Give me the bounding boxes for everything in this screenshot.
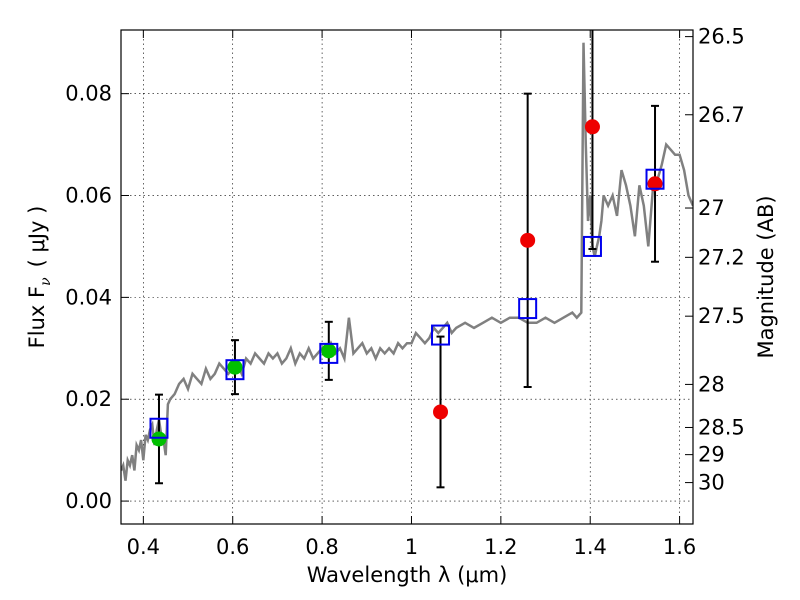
observed-points <box>151 119 663 447</box>
y2-axis: 26.5 26.7 27 27.2 27.5 28 28.5 29 30 <box>685 25 745 495</box>
x-tick-label: 1.6 <box>663 535 696 559</box>
y-tick-label: 0.04 <box>65 285 112 309</box>
model-points <box>149 168 665 439</box>
y2-tick-label: 28.5 <box>698 415 745 439</box>
y2-tick-label: 27 <box>698 196 725 220</box>
observed-point-red <box>584 119 600 135</box>
y2-tick-label: 27.2 <box>698 245 745 269</box>
x-tick-label: 1 <box>405 535 418 559</box>
x-tick-label: 0.4 <box>127 535 160 559</box>
model-point-square <box>319 342 339 364</box>
y-axis-title-unit: ( μJy ) <box>25 206 49 268</box>
x-axis-title: Wavelength λ (μm) <box>307 563 508 587</box>
model-point-square <box>149 417 169 439</box>
grid-lines <box>121 30 693 524</box>
plot-frame <box>120 29 694 525</box>
y2-tick-label: 26.7 <box>698 103 745 127</box>
observed-point-red <box>520 232 536 248</box>
y2-tick-label: 29 <box>698 443 725 467</box>
model-point-square <box>582 235 602 257</box>
y-axis-title-main: Flux F <box>25 286 49 348</box>
y2-tick-label: 28 <box>698 372 725 396</box>
x-tick-label: 0.8 <box>305 535 338 559</box>
y-tick-label: 0.08 <box>65 82 112 106</box>
y-axis: 0.00 0.02 0.04 0.06 0.08 <box>65 82 129 513</box>
y-tick-label: 0.00 <box>65 489 112 513</box>
x-tick-label: 1.2 <box>484 535 517 559</box>
y2-tick-label: 27.5 <box>698 304 745 328</box>
model-spectrum-line <box>121 42 693 481</box>
model-point-square <box>225 359 245 381</box>
observed-point-green <box>321 343 337 359</box>
observed-point-green <box>227 359 243 375</box>
y-tick-label: 0.06 <box>65 184 112 208</box>
y2-axis-title: Magnitude (AB) <box>754 195 778 358</box>
model-point-square <box>431 324 451 346</box>
y-tick-label: 0.02 <box>65 387 112 411</box>
x-axis: 0.4 0.6 0.8 1 1.2 1.4 1.6 <box>127 30 696 559</box>
y2-tick-label: 30 <box>698 471 725 495</box>
observed-point-red <box>433 404 449 420</box>
y-axis-title: Flux Fν ( μJy ) <box>25 206 54 349</box>
y-axis-title-sub: ν <box>38 277 54 286</box>
model-point-square <box>518 298 538 320</box>
observed-point-red <box>647 176 663 192</box>
svg-text:Flux Fν( μJy ): Flux Fν ( μJy ) <box>25 206 54 349</box>
y2-tick-label: 26.5 <box>698 25 745 49</box>
model-point-square <box>645 168 665 190</box>
x-tick-label: 1.4 <box>574 535 607 559</box>
observed-point-green <box>151 431 167 447</box>
plot-background <box>121 30 693 524</box>
x-tick-label: 0.6 <box>216 535 249 559</box>
